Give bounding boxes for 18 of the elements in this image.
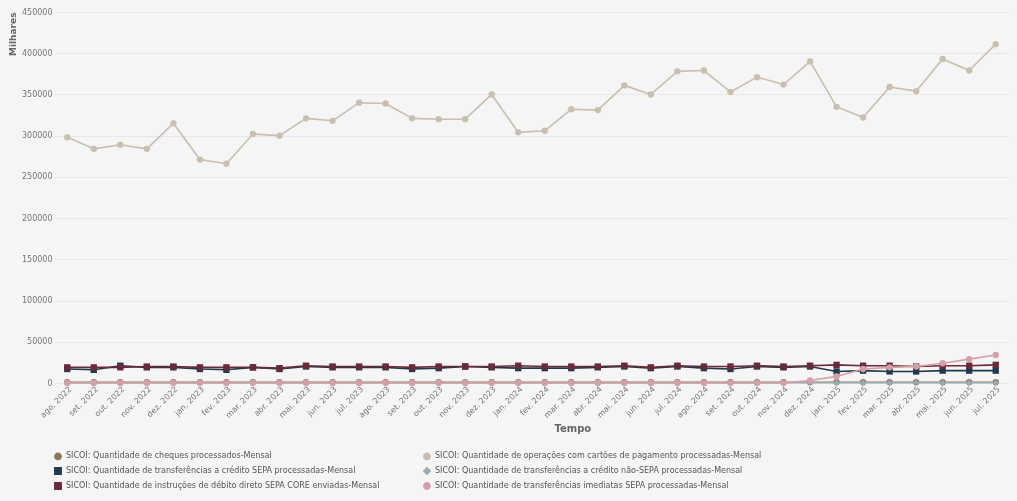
x-axis-title: Tempo [554, 422, 592, 434]
y-tick-label: 400000 [21, 48, 53, 58]
legend-label: SICOI: Quantidade de transferências a crédito SEPA processadas-Mensal [66, 465, 356, 475]
y-tick-label: 300000 [21, 131, 53, 141]
legend-label: SICOI: Quantidade de transferências imediatas SEPA processadas-Mensal [435, 480, 729, 490]
y-tick-label: 50000 [27, 337, 53, 347]
legend-label: SICOI: Quantidade de instruções de débito direto SEPA CORE enviadas-Mensal [66, 480, 380, 490]
y-axis-title: Milhares [7, 12, 18, 57]
legend-label: SICOI: Quantidade de cheques processados-Mensal [66, 451, 272, 461]
y-tick-label: 200000 [21, 213, 53, 223]
legend-label: SICOI: Quantidade de transferências a crédito não-SEPA processadas-Mensal [435, 465, 743, 475]
y-tick-label: 150000 [21, 254, 53, 264]
y-tick-label: 100000 [21, 296, 53, 306]
y-tick-label: 350000 [21, 89, 53, 99]
y-tick-label: 250000 [21, 172, 53, 182]
y-tick-label: 0 [47, 378, 53, 388]
y-tick-label: 450000 [21, 7, 53, 17]
legend-label: SICOI: Quantidade de operações com cartões de pagamento processadas-Mensal [435, 451, 762, 461]
